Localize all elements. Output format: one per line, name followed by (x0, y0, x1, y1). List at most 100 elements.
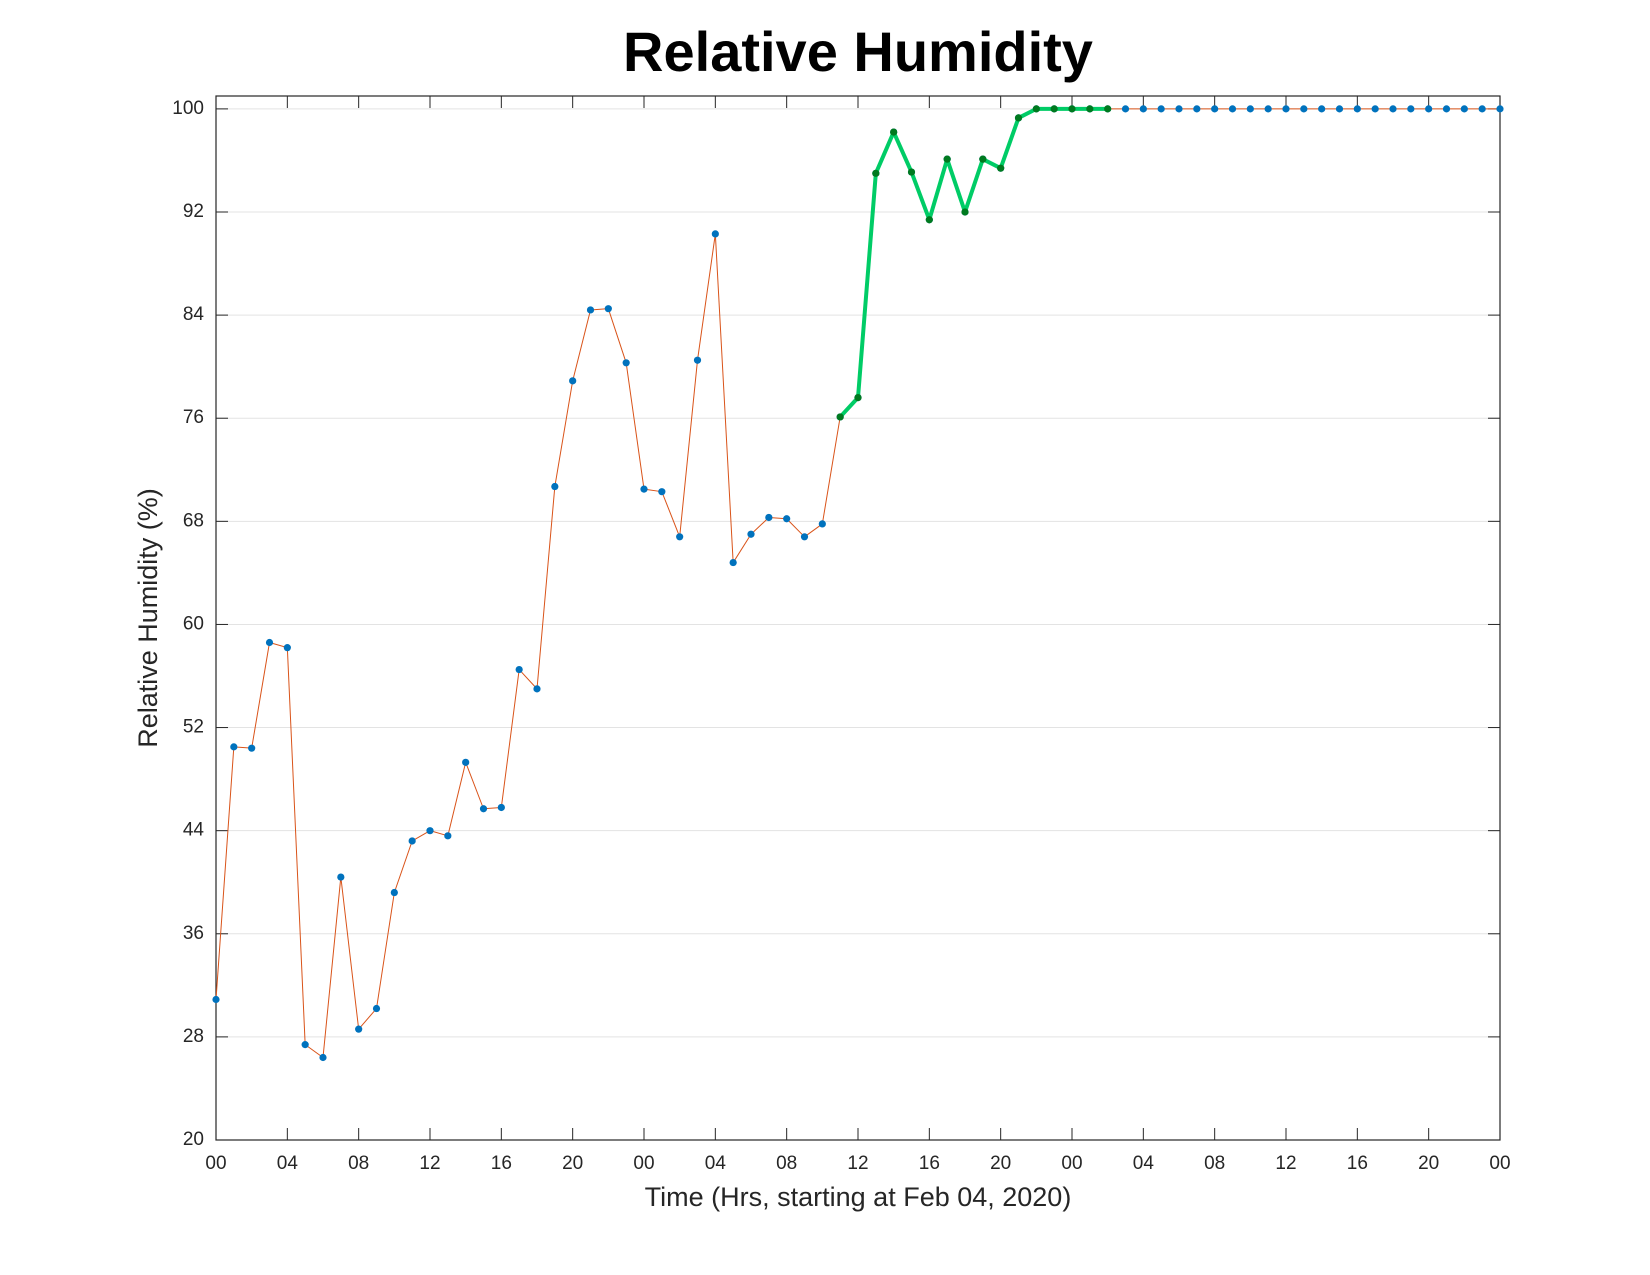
y-tick-label: 84 (183, 304, 205, 325)
data-point (1032, 105, 1040, 113)
data-point (1264, 105, 1272, 113)
data-point (1175, 105, 1183, 113)
data-point (515, 665, 523, 674)
y-axis-label: Relative Humidity (%) (133, 488, 163, 748)
data-point (961, 208, 969, 216)
data-point (1014, 114, 1023, 122)
data-point (1104, 105, 1112, 113)
data-point (1068, 105, 1076, 113)
data-point (818, 520, 826, 528)
data-point (872, 169, 880, 177)
data-point (248, 744, 256, 752)
data-point (301, 1041, 309, 1049)
data-point (479, 805, 488, 813)
data-point (658, 488, 666, 496)
x-tick-label: 12 (419, 1153, 440, 1174)
data-point (800, 533, 809, 541)
data-point (586, 306, 595, 314)
data-point (1228, 105, 1237, 113)
data-point (533, 685, 541, 693)
data-point (1193, 105, 1201, 113)
x-tick-label: 00 (205, 1153, 226, 1174)
x-tick-label: 08 (1204, 1153, 1225, 1174)
data-point (925, 216, 933, 224)
data-point (319, 1053, 327, 1062)
data-line (838, 106, 1108, 419)
data-point (1121, 105, 1130, 113)
x-tick-label: 16 (1347, 1153, 1368, 1174)
data-point (265, 638, 274, 647)
y-tick-label: 76 (183, 407, 204, 428)
x-tick-label: 00 (1489, 1153, 1510, 1174)
data-point (212, 995, 220, 1004)
data-point (943, 155, 951, 163)
y-tick-label: 60 (183, 613, 204, 634)
data-point (1139, 105, 1147, 113)
data-point (569, 377, 577, 385)
data-point (1335, 105, 1344, 113)
data-point (890, 128, 898, 136)
x-tick-label: 04 (705, 1153, 727, 1174)
data-point (836, 413, 844, 421)
data-point (1407, 105, 1415, 113)
data-point (729, 558, 737, 567)
data-point (997, 164, 1005, 172)
data-point (551, 482, 559, 491)
y-tick-label: 28 (183, 1026, 204, 1047)
data-point (230, 743, 238, 751)
x-tick-label: 12 (847, 1153, 868, 1174)
data-point (408, 837, 416, 845)
data-point (444, 832, 452, 840)
y-tick-label: 92 (183, 201, 204, 222)
data-point (1442, 105, 1451, 113)
data-point (337, 873, 345, 881)
x-axis-label: Time (Hrs, starting at Feb 04, 2020) (645, 1182, 1072, 1212)
y-tick-label: 36 (183, 923, 204, 944)
data-point (1086, 105, 1094, 113)
data-point (355, 1025, 363, 1033)
y-tick-label: 100 (172, 98, 204, 119)
x-tick-label: 04 (277, 1153, 299, 1174)
x-tick-label: 16 (919, 1153, 940, 1174)
y-tick-label: 44 (183, 820, 205, 841)
data-point (604, 305, 612, 313)
data-point (1211, 105, 1219, 113)
data-point (426, 827, 434, 835)
x-tick-label: 20 (1418, 1153, 1439, 1174)
data-point (1496, 105, 1504, 113)
data-point (711, 230, 719, 238)
data-point (1050, 105, 1058, 113)
data-point (640, 485, 648, 493)
y-tick-label: 68 (183, 510, 204, 531)
data-point (747, 530, 755, 538)
data-point (1300, 105, 1308, 113)
data-point (676, 533, 684, 541)
data-point (1425, 105, 1433, 113)
data-point (1460, 105, 1468, 113)
data-point (372, 1004, 381, 1013)
x-tick-label: 08 (776, 1153, 797, 1174)
data-point (283, 644, 291, 652)
data-point (765, 513, 773, 522)
data-point (1246, 105, 1254, 113)
data-point (622, 359, 630, 367)
x-tick-label: 12 (1275, 1153, 1296, 1174)
plot-frame (215, 95, 1501, 1141)
x-tick-label: 08 (348, 1153, 369, 1174)
chart-title: Relative Humidity (623, 20, 1093, 83)
data-point (783, 515, 791, 523)
x-tick-label: 00 (1061, 1153, 1082, 1174)
data-point (1478, 105, 1486, 113)
data-point (1353, 105, 1361, 113)
data-point (462, 758, 470, 766)
data-point (907, 168, 916, 176)
x-tick-label: 04 (1133, 1153, 1155, 1174)
data-point (1282, 105, 1290, 113)
data-point (979, 155, 987, 163)
x-tick-label: 00 (633, 1153, 654, 1174)
data-point (854, 394, 862, 402)
data-point (693, 356, 702, 364)
